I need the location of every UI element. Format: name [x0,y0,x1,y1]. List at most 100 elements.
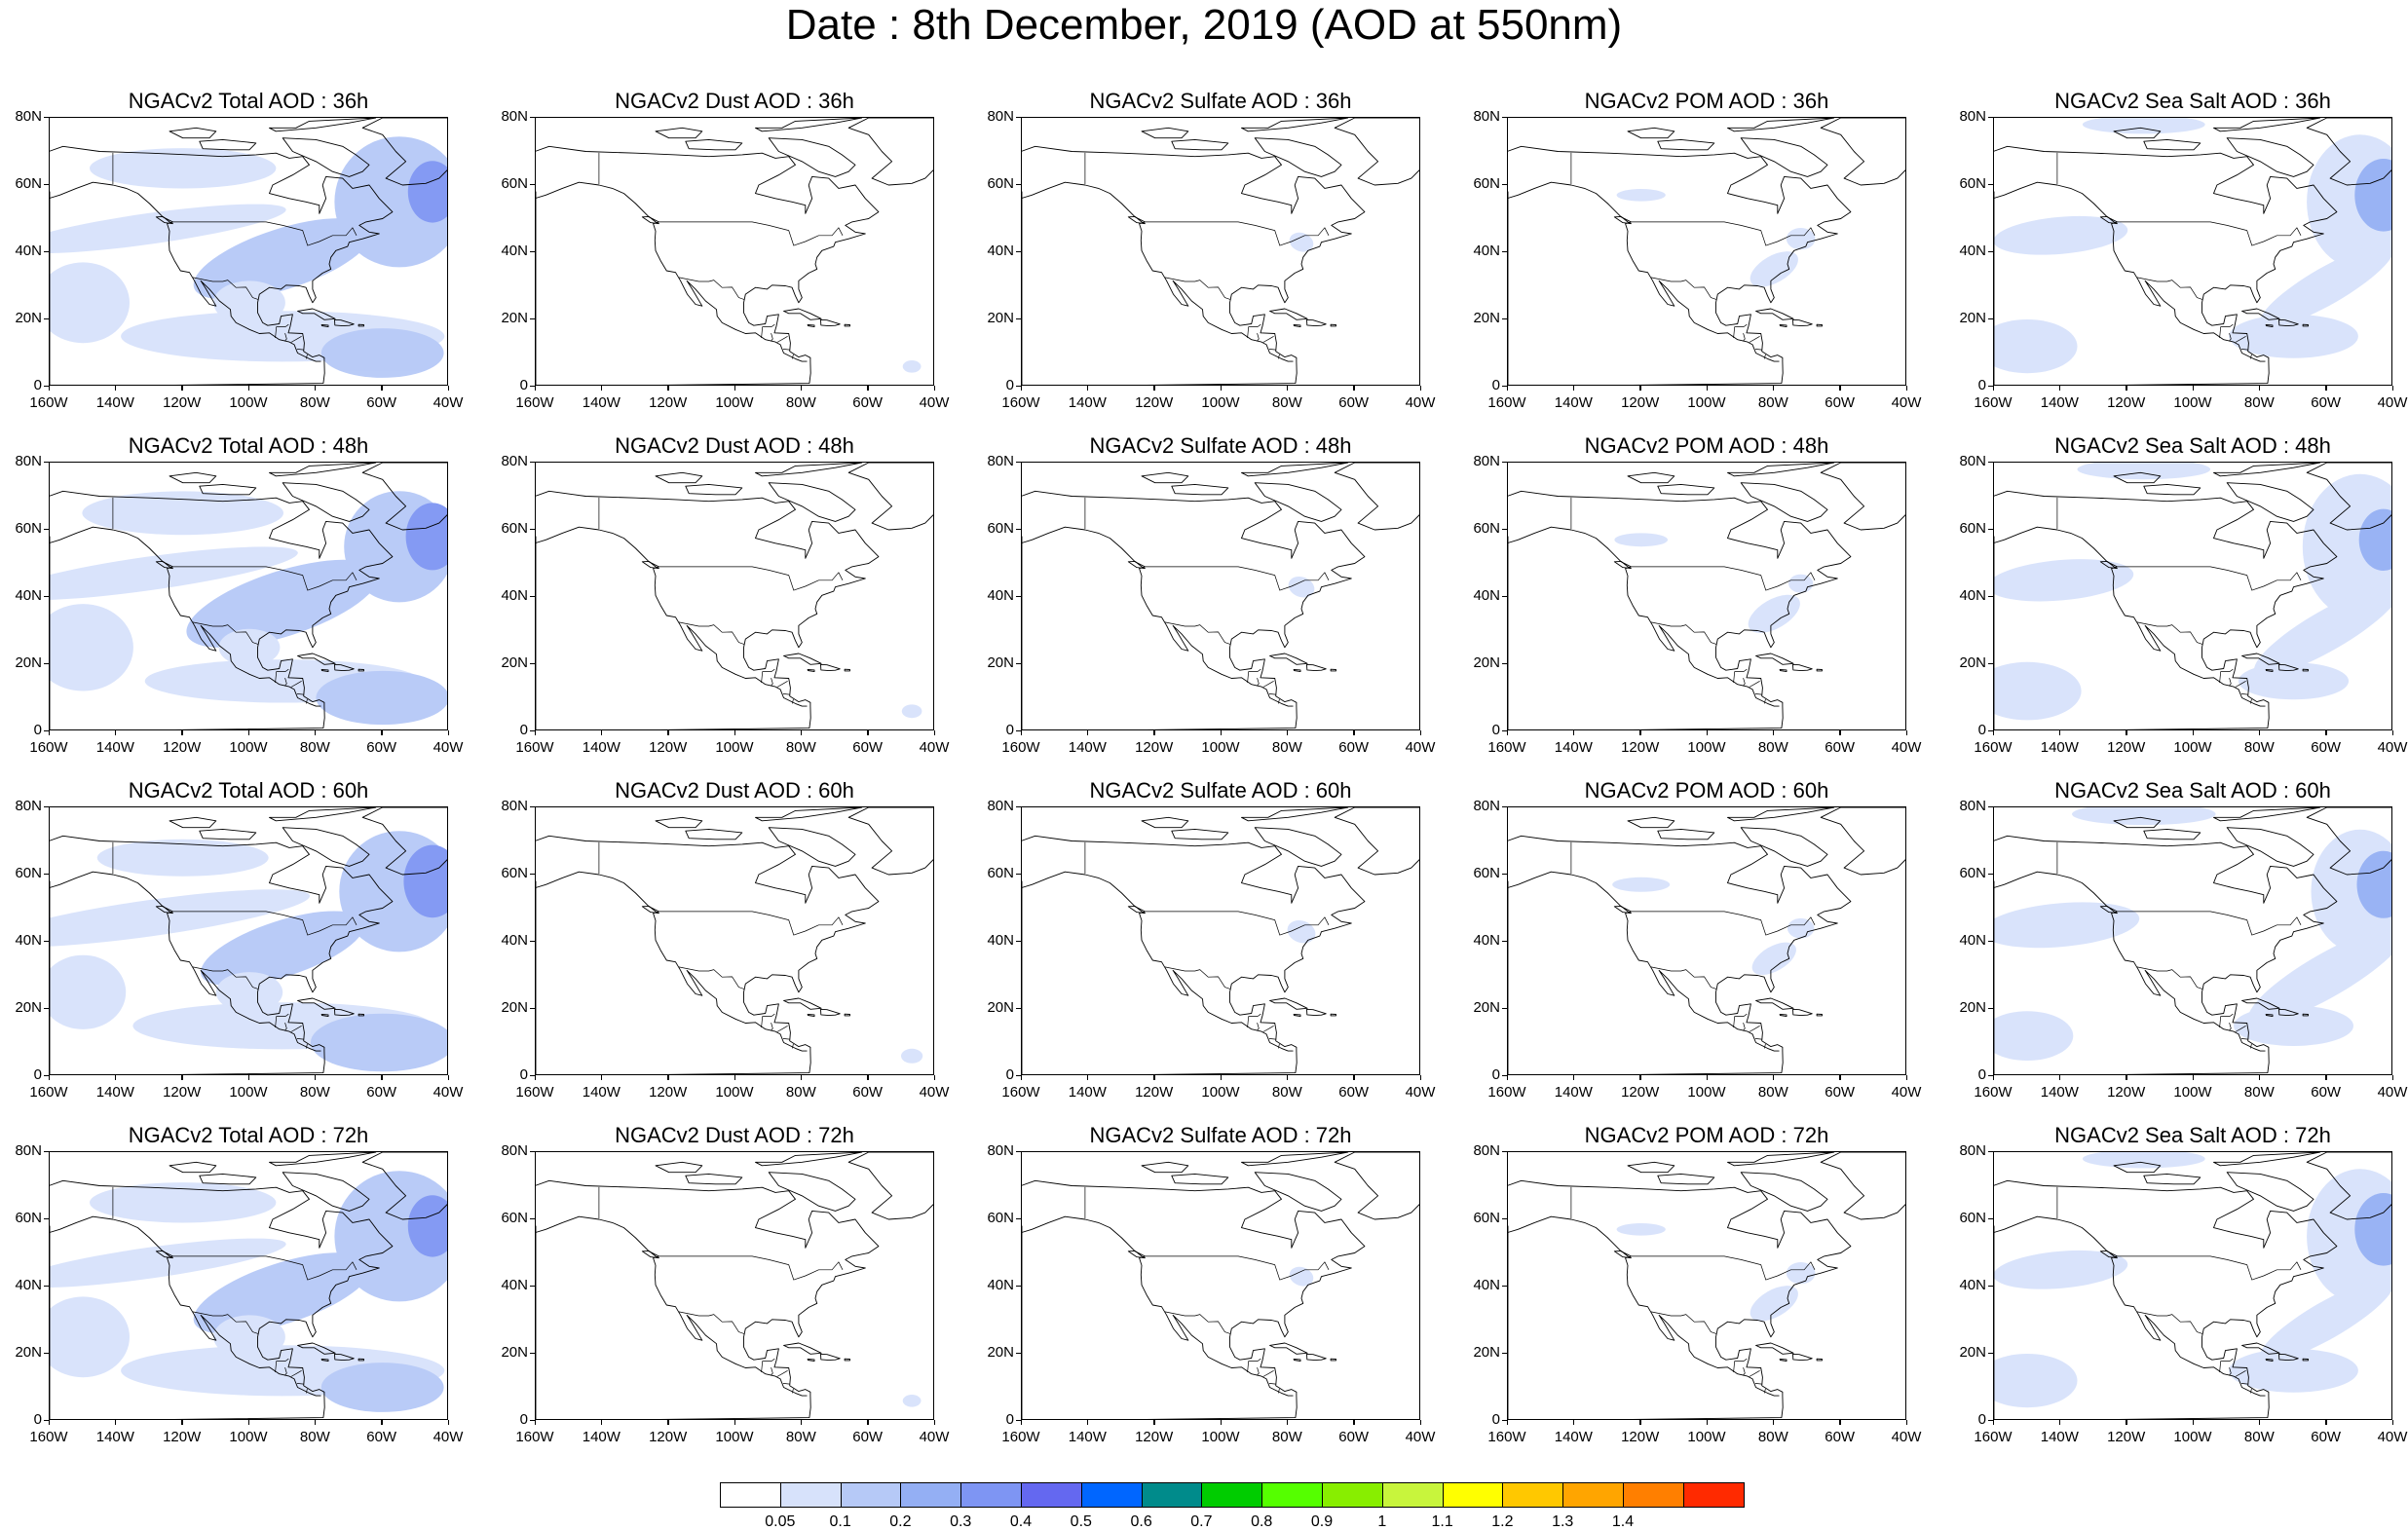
map-canvas [1508,807,1905,1074]
country-border [1262,1025,1274,1032]
lon-tick [2192,730,2194,735]
country-border [1733,668,1748,684]
country-border [761,323,775,339]
lat-tick-label: 60N [15,520,42,537]
aod-region [1614,533,1668,547]
panel-title: NGACv2 POM AOD : 60h [1584,778,1829,803]
country-border [2219,1013,2234,1028]
lon-tick-label: 40W [919,1429,950,1445]
lat-tick [1502,461,1507,463]
map-panel-r2c5 [1993,462,2392,730]
map-panel-r4c5 [1993,1151,2392,1420]
panel-title: NGACv2 Sea Salt AOD : 36h [2054,89,2331,113]
country-border [792,354,794,359]
lat-tick-label: 20N [15,654,42,671]
lon-tick [600,730,603,735]
map-canvas [50,807,447,1074]
coastline [1022,871,1294,1074]
island-outline [1755,1342,1794,1355]
country-border [678,277,745,300]
island-outline [820,1008,841,1017]
country-border [1754,1383,1762,1385]
lon-tick [1220,730,1222,735]
country-border [306,1043,308,1049]
country-border [1164,1311,1231,1334]
lon-tick [867,386,869,391]
lat-tick [1016,385,1021,387]
lon-tick-label: 140W [95,1084,134,1101]
lon-tick [1353,730,1355,735]
lat-tick-label: 0 [519,722,528,738]
island-outline [1330,1013,1336,1017]
aod-region [901,1048,923,1064]
lat-tick-label: 0 [1977,1066,1986,1083]
lon-tick [181,1420,183,1425]
country-border [283,333,287,342]
aod-region [2082,1152,2205,1169]
lon-tick [114,386,117,391]
lon-tick [1153,386,1155,391]
lat-tick-label: 80N [1473,798,1500,814]
country-border [761,668,775,684]
country-border [1256,1367,1260,1376]
country-border [792,1043,794,1049]
map-panel-r1c2 [535,117,934,386]
lat-tick-label: 60N [501,1210,528,1226]
colorbar-swatch [720,1482,781,1508]
lon-tick [48,1420,50,1425]
lon-tick [1772,386,1775,391]
island-outline [1816,1013,1823,1017]
island-outline [847,1152,933,1220]
island-outline [1254,137,1342,177]
lon-tick-label: 40W [1405,1084,1436,1101]
aod-region [405,503,447,571]
country-border [306,354,308,359]
lat-tick-label: 60N [1959,865,1986,881]
island-outline [1171,1173,1229,1185]
lat-tick [44,1007,49,1009]
map-panel-r4c2 [535,1151,934,1420]
country-border [2136,966,2203,990]
lat-tick-label: 40N [501,1277,528,1293]
coastline [50,181,321,385]
lon-tick [1639,386,1641,391]
lat-tick [1502,317,1507,319]
island-outline [1293,1359,1301,1363]
lon-tick [667,730,669,735]
country-border [275,1358,289,1373]
island-outline [783,997,822,1010]
lat-tick [44,873,49,875]
lat-tick-label: 0 [519,377,528,393]
country-border [296,693,304,695]
colorbar-label: 0.2 [889,1513,912,1530]
lat-tick-label: 60N [987,1210,1014,1226]
lon-tick-label: 140W [1068,394,1107,411]
country-border [2219,323,2234,339]
lon-tick-label: 100W [1687,394,1726,411]
country-border [1145,221,1330,246]
country-border [770,333,773,342]
lat-tick [1988,662,1993,664]
lon-tick-label: 40W [433,1084,464,1101]
lat-tick [1988,528,1993,530]
coastlines [1022,463,1419,729]
coastline [536,835,880,1074]
country-border [2117,221,2302,246]
aod-field [1287,920,1316,944]
island-outline [847,807,933,876]
lon-tick [667,1420,669,1425]
lat-tick-label: 40N [1473,932,1500,949]
coastline [50,490,394,729]
aod-field [50,1171,447,1412]
lat-tick-label: 0 [1977,377,1986,393]
island-outline [1141,471,1189,484]
map-panel-r4c3 [1021,1151,1420,1420]
lon-tick [2391,386,2393,391]
lon-tick-label: 100W [1201,739,1240,756]
lon-tick-label: 60W [1825,1084,1856,1101]
island-outline [2265,669,2274,673]
lat-tick [1502,183,1507,185]
lon-tick-label: 140W [1554,739,1593,756]
lat-tick-label: 80N [987,108,1014,125]
country-border [782,349,790,351]
